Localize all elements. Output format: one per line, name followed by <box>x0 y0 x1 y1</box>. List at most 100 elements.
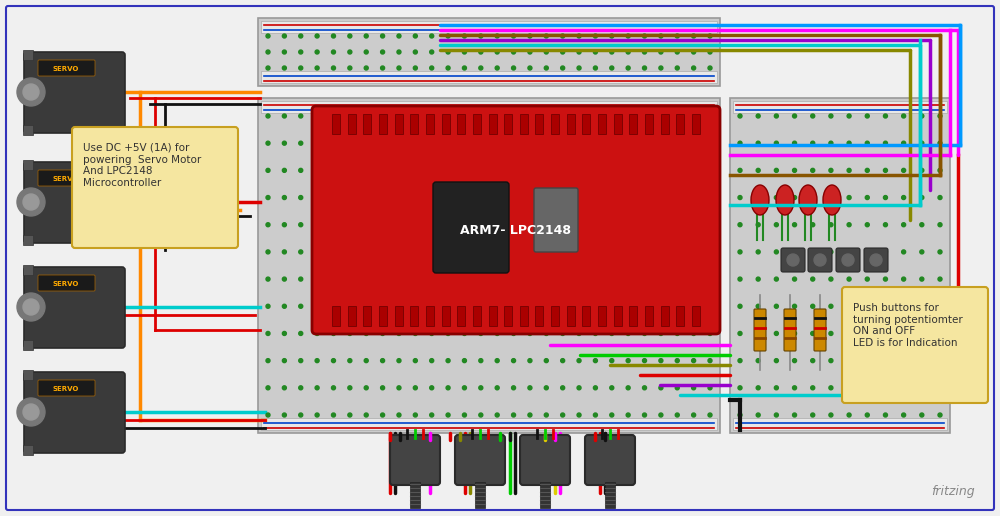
Circle shape <box>512 34 516 38</box>
Bar <box>473 114 481 134</box>
Bar <box>535 306 543 326</box>
Bar <box>661 306 669 326</box>
Circle shape <box>17 398 45 426</box>
Circle shape <box>643 50 647 54</box>
Circle shape <box>397 196 401 200</box>
Circle shape <box>528 359 532 363</box>
Circle shape <box>266 386 270 390</box>
Circle shape <box>348 223 352 227</box>
Circle shape <box>865 141 869 145</box>
Circle shape <box>381 413 385 417</box>
Circle shape <box>902 223 906 227</box>
Circle shape <box>299 168 303 172</box>
Circle shape <box>512 50 516 54</box>
Circle shape <box>561 386 565 390</box>
Circle shape <box>544 50 548 54</box>
Circle shape <box>675 168 679 172</box>
FancyBboxPatch shape <box>24 372 125 453</box>
Circle shape <box>495 386 499 390</box>
Circle shape <box>577 250 581 254</box>
Circle shape <box>659 196 663 200</box>
Circle shape <box>610 250 614 254</box>
Circle shape <box>413 196 417 200</box>
Circle shape <box>902 413 906 417</box>
Circle shape <box>708 34 712 38</box>
Circle shape <box>446 413 450 417</box>
Circle shape <box>446 277 450 281</box>
Bar <box>332 114 340 134</box>
Text: SERVO: SERVO <box>53 176 79 182</box>
Circle shape <box>282 34 286 38</box>
Circle shape <box>643 66 647 70</box>
Circle shape <box>920 304 924 308</box>
Circle shape <box>512 331 516 335</box>
Circle shape <box>315 250 319 254</box>
Circle shape <box>829 168 833 172</box>
Circle shape <box>528 114 532 118</box>
Circle shape <box>512 223 516 227</box>
Circle shape <box>381 277 385 281</box>
Circle shape <box>774 277 778 281</box>
Circle shape <box>692 34 696 38</box>
Circle shape <box>397 413 401 417</box>
Circle shape <box>692 304 696 308</box>
Circle shape <box>920 141 924 145</box>
Circle shape <box>528 250 532 254</box>
Circle shape <box>610 66 614 70</box>
Circle shape <box>495 114 499 118</box>
Circle shape <box>282 277 286 281</box>
Circle shape <box>397 223 401 227</box>
Circle shape <box>430 34 434 38</box>
Circle shape <box>397 331 401 335</box>
Circle shape <box>593 277 597 281</box>
Circle shape <box>479 250 483 254</box>
Circle shape <box>577 223 581 227</box>
FancyBboxPatch shape <box>585 435 635 485</box>
Circle shape <box>774 114 778 118</box>
Circle shape <box>495 168 499 172</box>
Circle shape <box>364 304 368 308</box>
Circle shape <box>397 359 401 363</box>
Circle shape <box>577 141 581 145</box>
Circle shape <box>774 196 778 200</box>
Circle shape <box>626 223 630 227</box>
Circle shape <box>430 331 434 335</box>
Circle shape <box>593 386 597 390</box>
Circle shape <box>495 304 499 308</box>
Circle shape <box>331 50 335 54</box>
Circle shape <box>479 304 483 308</box>
Circle shape <box>462 277 466 281</box>
Circle shape <box>938 331 942 335</box>
Circle shape <box>430 413 434 417</box>
Circle shape <box>847 413 851 417</box>
Circle shape <box>756 386 760 390</box>
Circle shape <box>364 141 368 145</box>
Circle shape <box>315 114 319 118</box>
Bar <box>489 114 497 134</box>
Text: Push buttons for
turning potentiomter
ON and OFF
LED is for Indication: Push buttons for turning potentiomter ON… <box>853 303 963 348</box>
Circle shape <box>528 168 532 172</box>
Circle shape <box>659 50 663 54</box>
Circle shape <box>348 359 352 363</box>
Circle shape <box>544 386 548 390</box>
Circle shape <box>413 277 417 281</box>
Circle shape <box>708 359 712 363</box>
Circle shape <box>413 34 417 38</box>
Circle shape <box>756 168 760 172</box>
Circle shape <box>692 359 696 363</box>
Circle shape <box>883 168 887 172</box>
FancyBboxPatch shape <box>924 309 936 351</box>
Ellipse shape <box>823 185 841 215</box>
Circle shape <box>266 114 270 118</box>
Circle shape <box>675 141 679 145</box>
Circle shape <box>793 413 797 417</box>
Circle shape <box>462 114 466 118</box>
Circle shape <box>865 168 869 172</box>
FancyBboxPatch shape <box>836 248 860 272</box>
Circle shape <box>495 331 499 335</box>
Circle shape <box>397 34 401 38</box>
Circle shape <box>593 114 597 118</box>
Circle shape <box>381 386 385 390</box>
Circle shape <box>299 34 303 38</box>
Circle shape <box>528 331 532 335</box>
